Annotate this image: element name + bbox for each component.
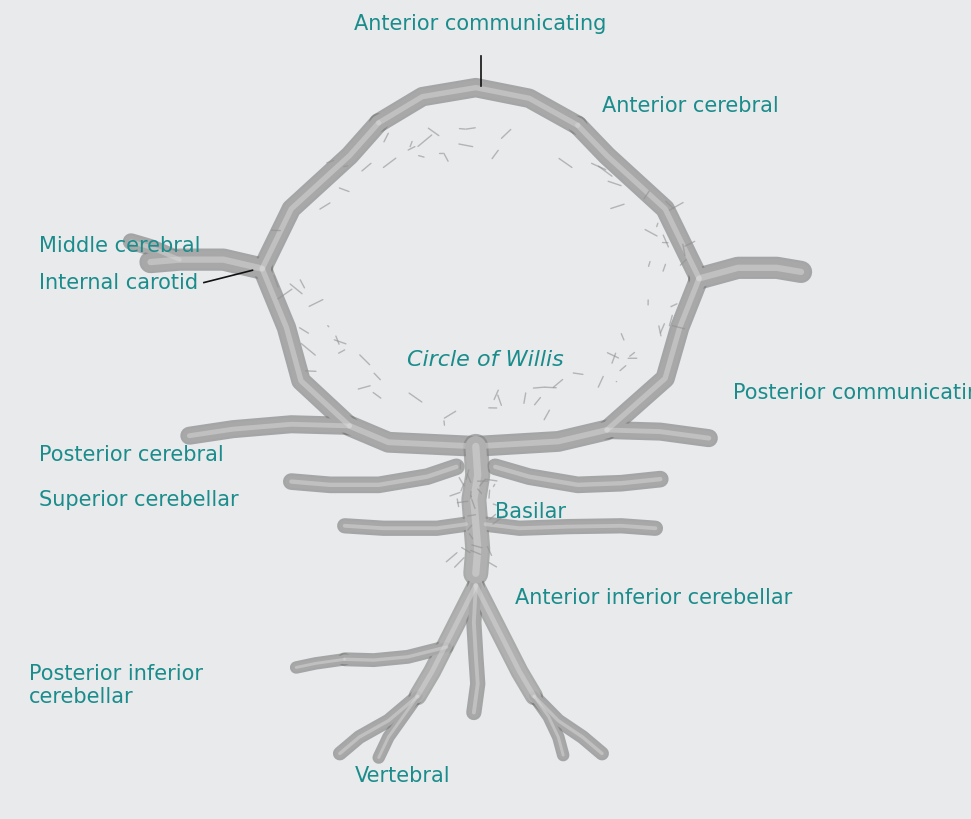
Text: Anterior communicating: Anterior communicating bbox=[354, 15, 607, 34]
Text: Posterior communicating: Posterior communicating bbox=[733, 383, 971, 403]
Text: Posterior inferior
cerebellar: Posterior inferior cerebellar bbox=[29, 664, 203, 707]
Text: Posterior cerebral: Posterior cerebral bbox=[39, 445, 223, 464]
Text: Basilar: Basilar bbox=[495, 502, 566, 522]
Text: Superior cerebellar: Superior cerebellar bbox=[39, 490, 239, 509]
Text: Anterior cerebral: Anterior cerebral bbox=[602, 97, 779, 116]
Text: Middle cerebral: Middle cerebral bbox=[39, 236, 200, 256]
Text: Vertebral: Vertebral bbox=[355, 767, 451, 786]
Text: Internal carotid: Internal carotid bbox=[39, 273, 198, 292]
Text: Circle of Willis: Circle of Willis bbox=[407, 351, 564, 370]
Text: Anterior inferior cerebellar: Anterior inferior cerebellar bbox=[515, 588, 792, 608]
